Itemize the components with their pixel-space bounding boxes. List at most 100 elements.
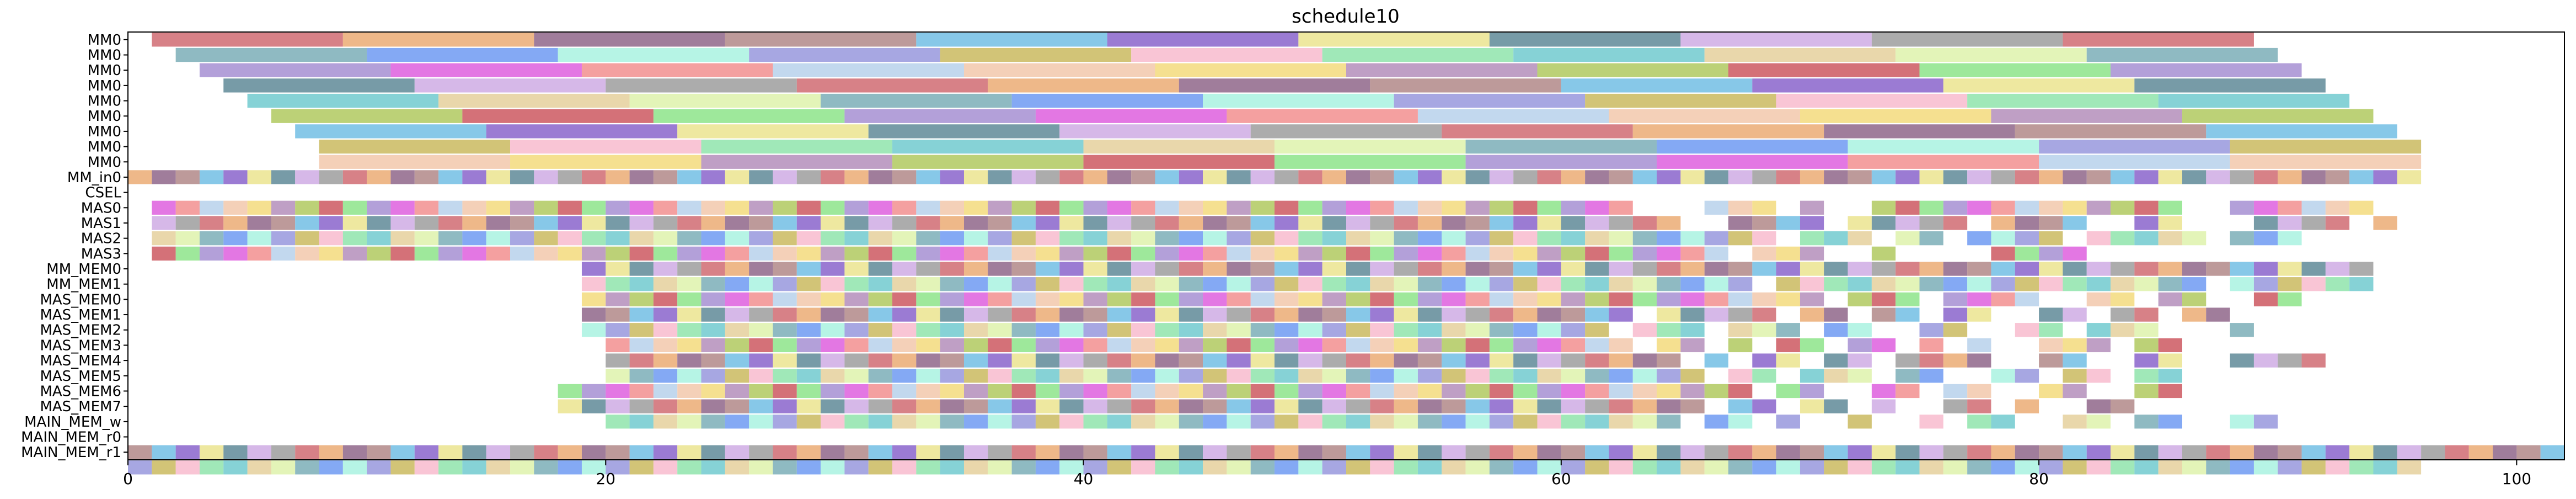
task-bar [1704, 353, 1729, 368]
task-bar [1585, 353, 1609, 368]
task-bar [2158, 216, 2182, 230]
task-bar [1489, 262, 1514, 276]
task-bar [821, 369, 845, 383]
task-bar [1083, 155, 1275, 169]
task-bar [868, 200, 893, 215]
task-bar [796, 338, 821, 353]
y-tick-label: MAS_MEM1 [40, 307, 121, 323]
task-bar [916, 200, 940, 215]
task-bar [1203, 445, 1227, 459]
task-bar [1442, 338, 1466, 353]
task-bar [1537, 445, 1561, 459]
task-bar [1346, 415, 1370, 429]
task-bar [1131, 262, 1155, 276]
task-bar [1632, 369, 1657, 383]
task-bar [199, 246, 224, 261]
task-bar [1227, 246, 1251, 261]
task-bar [534, 246, 558, 261]
task-bar [1919, 445, 1943, 459]
task-bar [1657, 369, 1681, 383]
task-bar [2111, 460, 2135, 475]
task-bar [534, 33, 725, 47]
task-bar [1083, 200, 1107, 215]
task-bar [1800, 231, 1824, 246]
task-bar [1728, 231, 1753, 246]
task-bar [152, 460, 176, 475]
task-bar [1059, 460, 1084, 475]
task-bar [1322, 323, 1346, 337]
task-bar [1609, 109, 1800, 123]
task-bar [1704, 460, 1729, 475]
task-bar [199, 231, 224, 246]
task-bar [963, 399, 988, 413]
task-bar [844, 231, 869, 246]
task-bar [1131, 200, 1155, 215]
task-bar [749, 323, 773, 337]
task-bar [1179, 216, 1203, 230]
task-bar [1513, 292, 1538, 307]
task-bar [1417, 307, 1442, 322]
task-bar [2111, 307, 2135, 322]
task-bar [773, 307, 797, 322]
task-bar [606, 231, 630, 246]
task-bar [629, 200, 654, 215]
task-bar [1847, 155, 2039, 169]
task-bar [892, 399, 917, 413]
task-bar [486, 445, 511, 459]
task-bar [1394, 231, 1418, 246]
task-bar [821, 307, 845, 322]
task-bar [677, 170, 701, 184]
task-bar [1489, 460, 1514, 475]
task-bar [1155, 353, 1179, 368]
task-bar [2206, 262, 2230, 276]
task-bar [988, 445, 1012, 459]
task-bar [1465, 384, 1490, 399]
task-bar [2158, 415, 2182, 429]
task-bar [1943, 216, 1968, 230]
task-bar [1967, 415, 1991, 429]
task-bar [1847, 323, 1872, 337]
task-bar [2301, 262, 2326, 276]
task-bar [1680, 323, 1705, 337]
task-bar [1776, 323, 1800, 337]
task-bar [175, 445, 200, 459]
task-bar [963, 262, 988, 276]
task-bar [916, 384, 940, 399]
task-bar [1871, 33, 2063, 47]
task-bar [2516, 445, 2541, 459]
task-bar [1824, 369, 1848, 383]
task-bar [1011, 200, 1036, 215]
task-bar [1107, 231, 1132, 246]
task-bar [725, 323, 749, 337]
task-bar [725, 33, 917, 47]
task-bar [1394, 445, 1418, 459]
task-bar [1561, 292, 1586, 307]
task-bar [2134, 369, 2159, 383]
task-bar [749, 353, 773, 368]
task-bar [892, 445, 917, 459]
task-bar [892, 460, 917, 475]
task-bar [2086, 170, 2111, 184]
task-bar [2086, 292, 2111, 307]
task-bar [796, 369, 821, 383]
y-tick-label: MM0 [88, 47, 121, 64]
task-bar [1680, 445, 1705, 459]
task-bar [2063, 216, 2087, 230]
task-bar [1274, 246, 1299, 261]
task-bar [1107, 170, 1132, 184]
task-bar [868, 216, 893, 230]
task-bar [749, 277, 773, 291]
task-bar [558, 216, 582, 230]
task-bar [988, 262, 1012, 276]
task-bar [1657, 262, 1681, 276]
task-bar [1059, 323, 1084, 337]
task-bar [1704, 47, 1896, 62]
task-bar [1035, 323, 1060, 337]
task-bar [414, 460, 439, 475]
task-bar [1728, 338, 1753, 353]
task-bar [1537, 231, 1561, 246]
task-bar [1346, 170, 1370, 184]
task-bar [701, 460, 725, 475]
task-bar [1322, 216, 1346, 230]
y-tick-label: MM0 [88, 154, 121, 171]
